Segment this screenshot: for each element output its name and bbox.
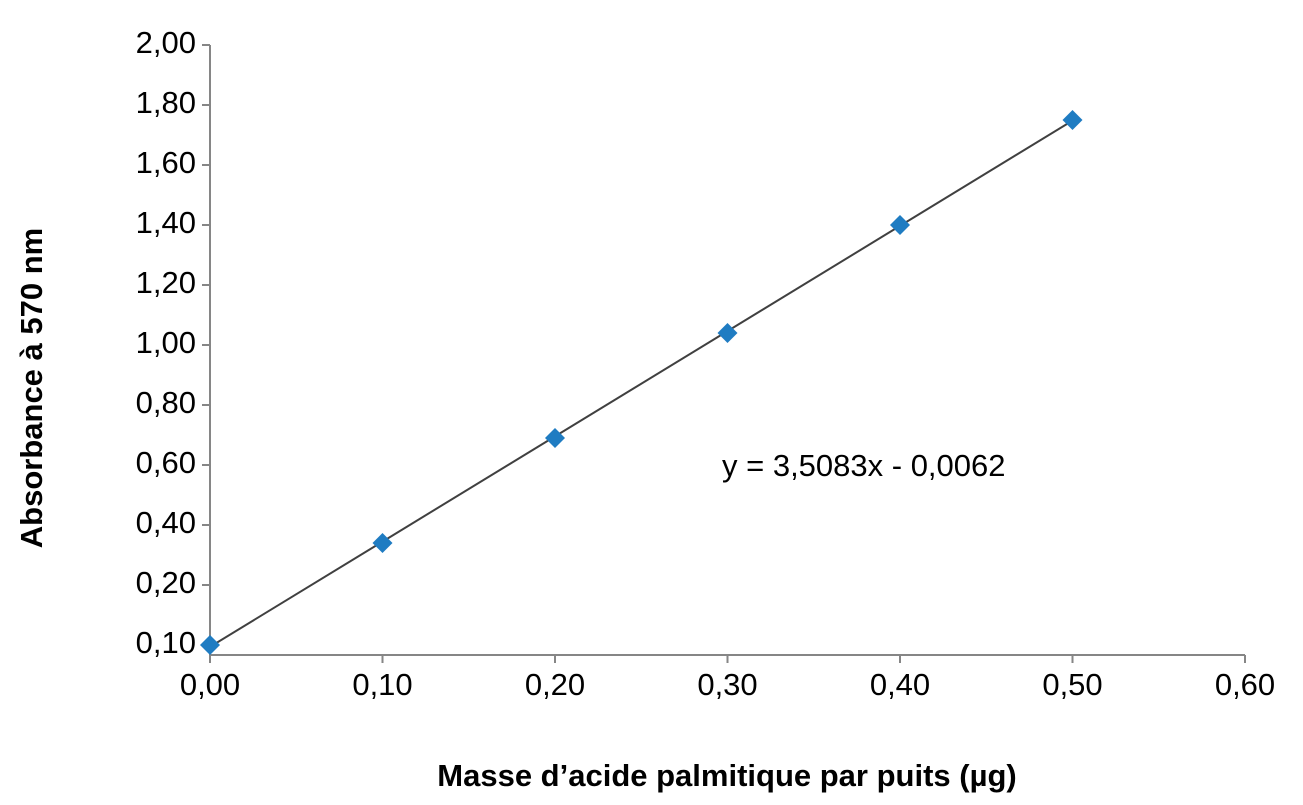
x-tick-label: 0,20 [525, 667, 585, 702]
data-point [717, 323, 738, 343]
data-point [1062, 110, 1083, 130]
data-point [890, 215, 910, 235]
y-tick-label: 1,60 [136, 145, 196, 180]
data-point [545, 428, 565, 448]
y-tick-label: 2,00 [136, 25, 196, 60]
data-point [372, 533, 393, 553]
x-tick-label: 0,50 [1042, 667, 1102, 702]
y-tick-label: 0,20 [136, 565, 196, 600]
x-tick-label: 0,00 [180, 667, 240, 702]
trendline [209, 119, 1074, 648]
x-tick-label: 0,60 [1215, 667, 1275, 702]
y-tick-label: 1,80 [136, 85, 196, 120]
y-tick-label: 0,60 [136, 445, 196, 480]
x-tick-label: 0,10 [352, 667, 412, 702]
x-axis-title: Masse d’acide palmitique par puits (µg) [437, 758, 1016, 793]
data-point [200, 635, 220, 655]
y-axis-title: Absorbance à 570 nm [14, 228, 49, 548]
y-tick-label: 0,40 [136, 505, 196, 540]
y-tick-label: 1,00 [136, 325, 196, 360]
y-tick-label: 1,40 [136, 205, 196, 240]
x-tick-label: 0,30 [697, 667, 757, 702]
trendline-equation: y = 3,5083x - 0,0062 [722, 448, 1006, 483]
x-tick-label: 0,40 [870, 667, 930, 702]
y-tick-label: 0,80 [136, 385, 196, 420]
y-tick-label: 1,20 [136, 265, 196, 300]
y-tick-label: 0,10 [136, 625, 196, 660]
